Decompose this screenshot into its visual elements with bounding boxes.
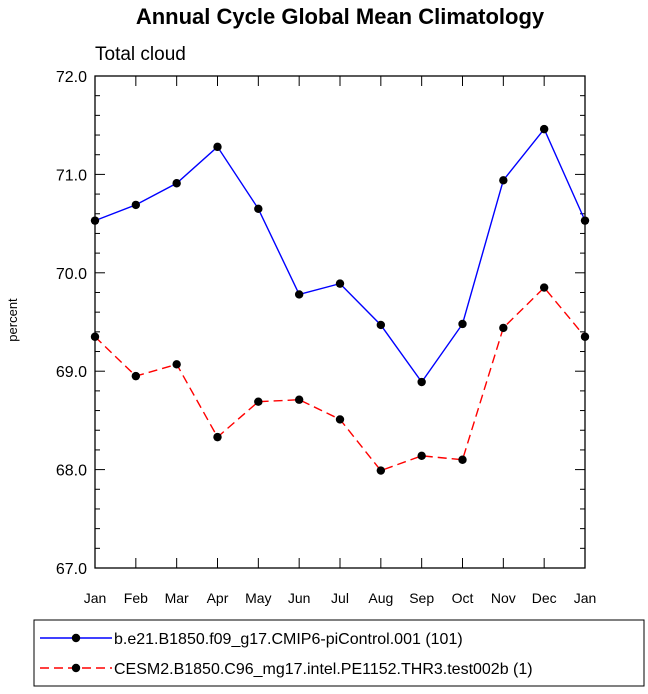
data-point [580, 216, 590, 225]
data-point [294, 290, 304, 299]
y-tick-label: 70.0 [56, 266, 87, 283]
data-point [131, 200, 141, 210]
data-point [458, 455, 467, 464]
data-point [499, 323, 508, 333]
series-layer [90, 124, 590, 475]
x-tick-label: Nov [491, 590, 516, 606]
data-point [499, 176, 508, 185]
x-tick-label: Jul [331, 590, 349, 606]
y-tick-label: 72.0 [56, 69, 87, 86]
data-point [580, 332, 590, 341]
data-point [213, 432, 222, 442]
data-point [172, 360, 181, 369]
data-point [539, 283, 549, 292]
x-tick-label: Oct [452, 590, 474, 606]
series-2 [90, 283, 590, 475]
data-point [213, 142, 222, 152]
axes: 67.0 68.0 69.0 70.0 71.0 72.0 Jan Feb Mar Apr May J… [56, 69, 596, 606]
x-tick-label: Feb [124, 590, 148, 606]
legend: b.e21.B1850.f09_g17.CMIP6-piControl.001 … [33, 619, 645, 687]
legend-box [33, 619, 645, 687]
data-point [417, 377, 426, 387]
data-point [254, 397, 263, 406]
series-line [94, 286, 586, 472]
x-tick-label: Apr [207, 590, 229, 606]
data-point [254, 204, 263, 214]
legend-marker [71, 633, 81, 643]
x-tick-label: Jun [288, 590, 311, 606]
series-1 [90, 124, 590, 387]
legend-marker [71, 663, 81, 673]
series-line [94, 127, 586, 384]
data-point [90, 216, 100, 225]
data-point [376, 466, 386, 475]
y-tick-label: 69.0 [56, 364, 87, 381]
plot-frame [94, 75, 586, 569]
y-tick-label: 67.0 [56, 561, 87, 578]
x-tick-label: Dec [532, 590, 557, 606]
data-point [294, 395, 304, 404]
data-point [335, 279, 345, 288]
y-tick-label: 68.0 [56, 463, 87, 480]
legend-label: b.e21.B1850.f09_g17.CMIP6-piControl.001 … [114, 631, 463, 648]
data-point [172, 179, 181, 188]
data-point [539, 124, 549, 134]
y-tick-label: 71.0 [56, 167, 87, 184]
data-point [458, 319, 467, 329]
data-point [335, 415, 345, 424]
legend-label: CESM2.B1850.C96_mg17.intel.PE1152.THR3.t… [114, 661, 533, 678]
x-tick-label: Aug [368, 590, 393, 606]
chart-title: Annual Cycle Global Mean Climatology [136, 4, 545, 29]
chart-subtitle: Total cloud [95, 44, 186, 65]
data-point [90, 332, 100, 341]
data-point [131, 371, 141, 381]
x-tick-label: Sep [409, 590, 434, 606]
x-tick-label: Mar [165, 590, 189, 606]
data-point [417, 451, 426, 461]
x-tick-label: May [245, 590, 271, 606]
y-axis-label: percent [5, 298, 20, 342]
x-tick-label: Jan [84, 590, 107, 606]
data-point [376, 320, 386, 330]
x-tick-label: Jan [574, 590, 597, 606]
